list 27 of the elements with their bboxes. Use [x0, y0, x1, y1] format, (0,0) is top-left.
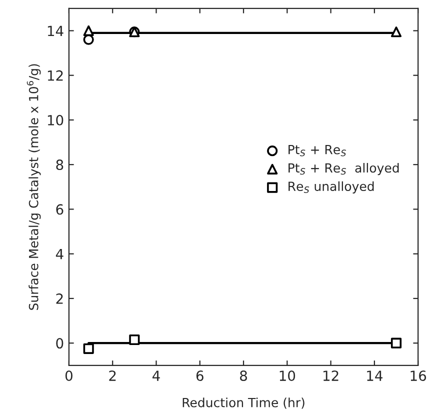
- x-tick-label: 4: [152, 370, 160, 381]
- point: [83, 343, 94, 354]
- x-tick-label: 14: [367, 370, 382, 381]
- point: [129, 334, 140, 346]
- x-tick-label: 0: [65, 370, 72, 382]
- y-tick-label: 6: [56, 204, 64, 215]
- y-tick-label: 4: [56, 248, 64, 260]
- y-tick-label: 10: [48, 114, 64, 126]
- point: [390, 338, 402, 348]
- x-tick-label: 16: [410, 370, 426, 382]
- y-tick-label: 2: [56, 293, 63, 304]
- x-tick-label: 6: [196, 370, 204, 382]
- x-tick-label: 2: [109, 370, 116, 381]
- y-axis-title: Surface Metal/g Catalyst (mole x 10$^{6}$/g): [26, 64, 41, 310]
- y-tick-label: 14: [48, 26, 64, 36]
- x-tick-label: 8: [240, 370, 247, 382]
- x-tick-label: 12: [323, 370, 338, 381]
- legend-label: Pt$_{S}$ + Re$_{S}$: [288, 145, 346, 156]
- point: [390, 26, 402, 38]
- y-tick-label: 8: [56, 160, 64, 170]
- legend-label: Pt$_{S}$ + Re$_{S}$ alloyed: [288, 162, 399, 176]
- x-axis-title: Reduction Time (hr): [182, 398, 304, 409]
- point: [83, 25, 94, 36]
- y-tick-label: 12: [48, 70, 63, 81]
- x-tick-label: 10: [280, 370, 296, 382]
- legend-label: Re$_{S}$ unalloyed: [288, 181, 374, 194]
- y-tick-label: 0: [56, 338, 64, 349]
